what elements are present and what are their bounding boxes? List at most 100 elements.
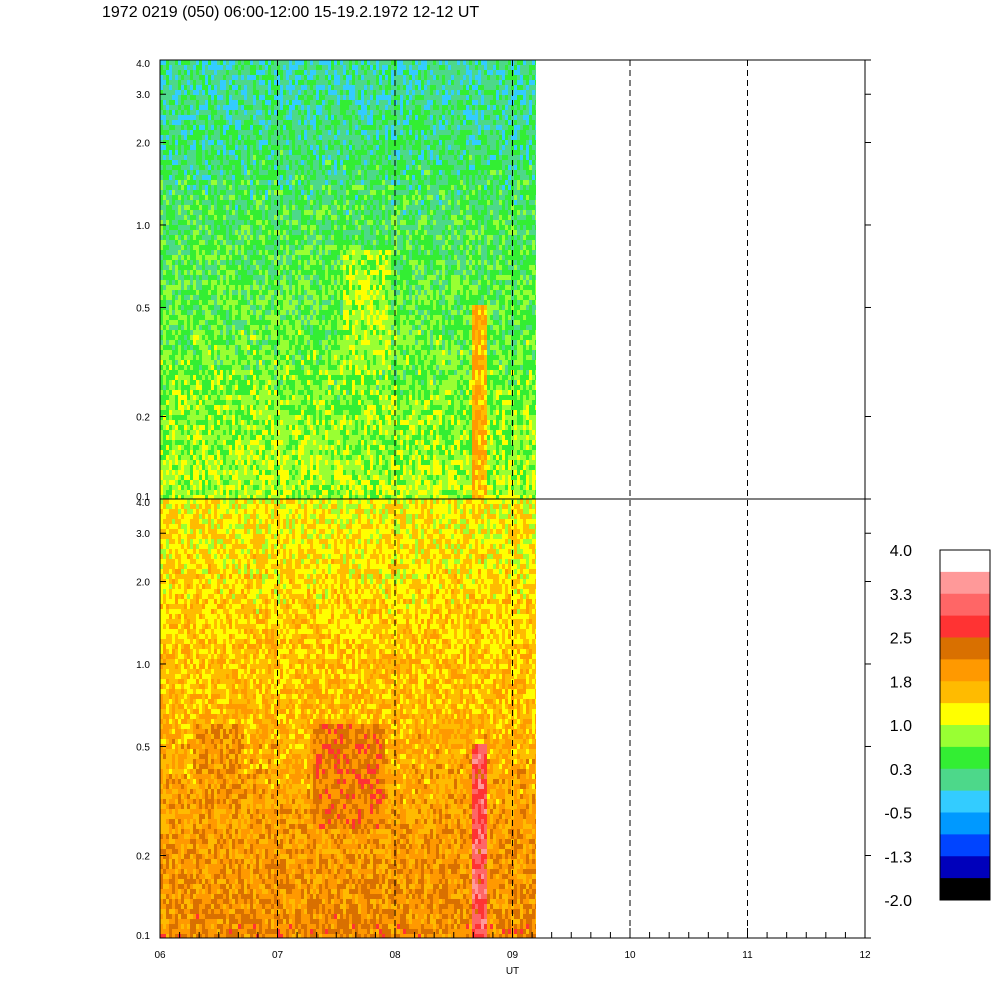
- heatmap-cell: [265, 170, 268, 175]
- heatmap-cell: [184, 180, 187, 185]
- heatmap-cell: [175, 485, 178, 490]
- heatmap-cell: [310, 405, 313, 410]
- heatmap-cell: [172, 340, 175, 345]
- heatmap-cell: [292, 315, 295, 320]
- heatmap-cell: [280, 280, 283, 285]
- heatmap-cell: [211, 230, 214, 235]
- heatmap-cell: [262, 405, 265, 410]
- heatmap-cell: [262, 160, 265, 165]
- heatmap-cell: [193, 465, 196, 470]
- heatmap-cell: [169, 125, 172, 130]
- heatmap-cell: [310, 385, 313, 390]
- heatmap-cell: [289, 405, 292, 410]
- heatmap-cell: [274, 335, 277, 340]
- heatmap-cell: [220, 440, 223, 445]
- heatmap-cell: [289, 290, 292, 295]
- heatmap-cell: [319, 325, 322, 330]
- heatmap-cell: [262, 240, 265, 245]
- heatmap-cell: [220, 490, 223, 495]
- heatmap-cell: [217, 415, 220, 420]
- heatmap-cell: [199, 315, 202, 320]
- heatmap-cell: [229, 155, 232, 160]
- heatmap-cell: [235, 290, 238, 295]
- heatmap-cell: [205, 165, 208, 170]
- heatmap-cell: [328, 390, 331, 395]
- heatmap-cell: [280, 495, 283, 499]
- heatmap-cell: [223, 465, 226, 470]
- heatmap-cell: [169, 245, 172, 250]
- heatmap-cell: [256, 350, 259, 355]
- heatmap-cell: [175, 355, 178, 360]
- heatmap-cell: [304, 155, 307, 160]
- heatmap-cell: [313, 275, 316, 280]
- heatmap-cell: [208, 210, 211, 215]
- heatmap-cell: [184, 110, 187, 115]
- heatmap-cell: [310, 380, 313, 385]
- heatmap-cell: [193, 385, 196, 390]
- heatmap-cell: [208, 230, 211, 235]
- heatmap-cell: [280, 115, 283, 120]
- heatmap-cell: [316, 185, 319, 190]
- heatmap-cell: [280, 385, 283, 390]
- heatmap-cell: [205, 360, 208, 365]
- heatmap-cell: [274, 130, 277, 135]
- heatmap-cell: [256, 130, 259, 135]
- heatmap-cell: [196, 415, 199, 420]
- heatmap-cell: [184, 65, 187, 70]
- heatmap-cell: [169, 330, 172, 335]
- heatmap-cell: [208, 75, 211, 80]
- heatmap-cell: [187, 490, 190, 495]
- heatmap-cell: [235, 110, 238, 115]
- heatmap-cell: [283, 265, 286, 270]
- heatmap-cell: [319, 370, 322, 375]
- heatmap-cell: [304, 140, 307, 145]
- heatmap-cell: [211, 75, 214, 80]
- heatmap-cell: [301, 370, 304, 375]
- heatmap-cell: [304, 120, 307, 125]
- heatmap-cell: [217, 340, 220, 345]
- heatmap-cell: [241, 295, 244, 300]
- heatmap-cell: [235, 70, 238, 75]
- heatmap-cell: [310, 230, 313, 235]
- heatmap-cell: [313, 135, 316, 140]
- heatmap-cell: [244, 430, 247, 435]
- heatmap-cell: [169, 450, 172, 455]
- heatmap-cell: [175, 75, 178, 80]
- heatmap-cell: [247, 230, 250, 235]
- heatmap-cell: [235, 215, 238, 220]
- heatmap-cell: [316, 230, 319, 235]
- heatmap-cell: [202, 190, 205, 195]
- heatmap-cell: [175, 455, 178, 460]
- heatmap-cell: [247, 120, 250, 125]
- heatmap-cell: [178, 285, 181, 290]
- heatmap-cell: [232, 290, 235, 295]
- heatmap-cell: [241, 285, 244, 290]
- heatmap-cell: [322, 215, 325, 220]
- heatmap-cell: [187, 75, 190, 80]
- heatmap-cell: [190, 190, 193, 195]
- heatmap-cell: [322, 145, 325, 150]
- heatmap-cell: [289, 440, 292, 445]
- heatmap-cell: [187, 405, 190, 410]
- heatmap-cell: [175, 345, 178, 350]
- heatmap-cell: [223, 70, 226, 75]
- heatmap-cell: [223, 135, 226, 140]
- heatmap-cell: [232, 385, 235, 390]
- heatmap-cell: [184, 290, 187, 295]
- heatmap-cell: [199, 300, 202, 305]
- heatmap-cell: [214, 145, 217, 150]
- heatmap-cell: [313, 180, 316, 185]
- heatmap-cell: [280, 470, 283, 475]
- heatmap-cell: [193, 225, 196, 230]
- heatmap-cell: [298, 75, 301, 80]
- heatmap-cell: [283, 370, 286, 375]
- heatmap-cell: [262, 275, 265, 280]
- heatmap-cell: [169, 265, 172, 270]
- heatmap-cell: [184, 240, 187, 245]
- heatmap-cell: [172, 270, 175, 275]
- heatmap-cell: [238, 425, 241, 430]
- heatmap-cell: [232, 465, 235, 470]
- heatmap-cell: [319, 85, 322, 90]
- heatmap-cell: [220, 485, 223, 490]
- heatmap-cell: [283, 495, 286, 499]
